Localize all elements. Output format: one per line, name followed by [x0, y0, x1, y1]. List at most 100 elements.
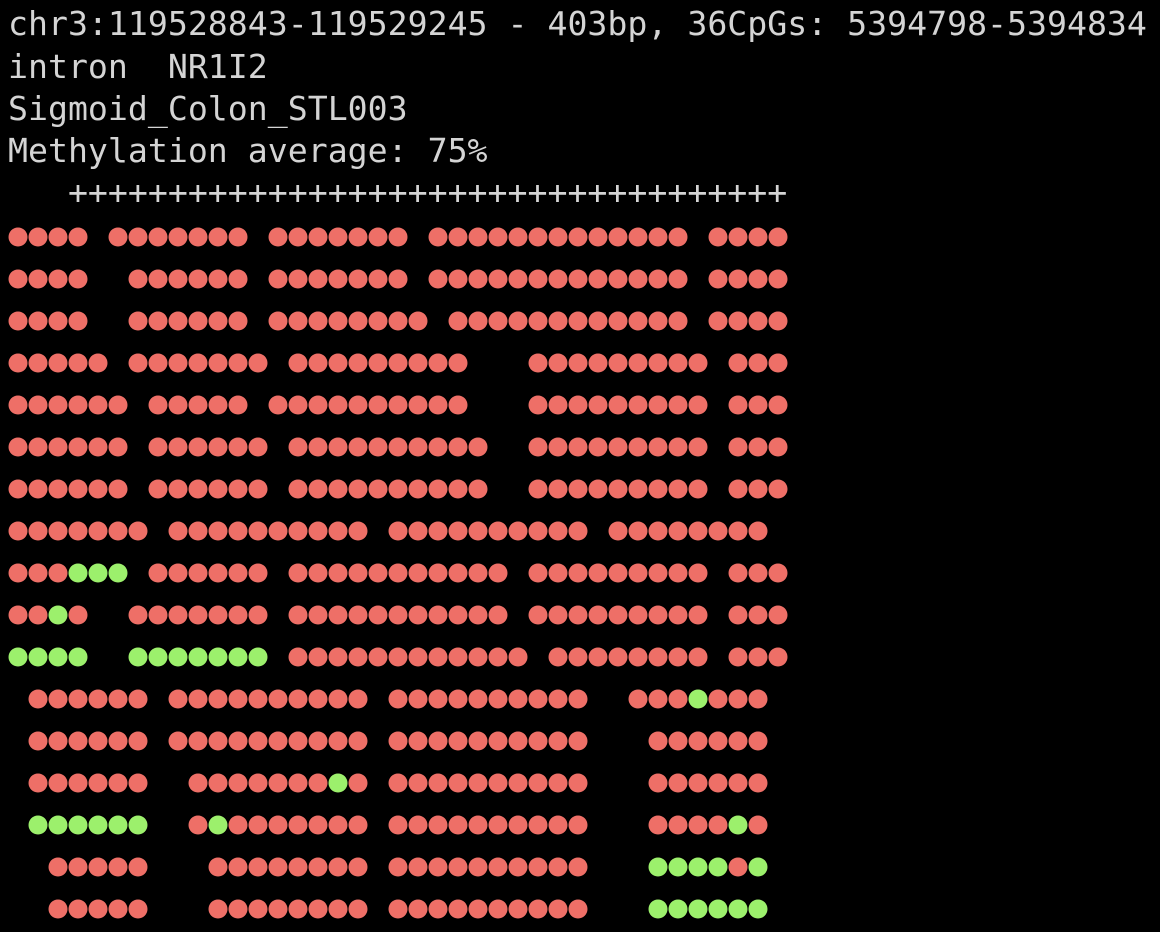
methylated-cpg [68, 227, 88, 247]
methylated-cpg [168, 353, 188, 373]
methylated-cpg [308, 605, 328, 625]
methylated-cpg [268, 227, 288, 247]
methylated-cpg [288, 353, 308, 373]
methylated-cpg [48, 563, 68, 583]
methylated-cpg [728, 269, 748, 289]
methylated-cpg [568, 353, 588, 373]
unmethylated-cpg [188, 647, 208, 667]
methylated-cpg [288, 269, 308, 289]
unmethylated-cpg [688, 899, 708, 919]
unmethylated-cpg [8, 647, 28, 667]
methylated-cpg [168, 437, 188, 457]
methylated-cpg [228, 731, 248, 751]
methylated-cpg [728, 521, 748, 541]
methylated-cpg [468, 647, 488, 667]
methylated-cpg [48, 353, 68, 373]
methylated-cpg [388, 227, 408, 247]
methylated-cpg [88, 395, 108, 415]
methylated-cpg [408, 899, 428, 919]
methylated-cpg [328, 647, 348, 667]
methylated-cpg [668, 353, 688, 373]
methylated-cpg [528, 815, 548, 835]
methylated-cpg [508, 269, 528, 289]
methylated-cpg [208, 353, 228, 373]
methylated-cpg [488, 647, 508, 667]
methylated-cpg [328, 395, 348, 415]
methylated-cpg [708, 773, 728, 793]
methylated-cpg [748, 605, 768, 625]
methylated-cpg [368, 395, 388, 415]
methylated-cpg [548, 899, 568, 919]
methylated-cpg [388, 521, 408, 541]
methylated-cpg [468, 899, 488, 919]
methylated-cpg [448, 227, 468, 247]
methylated-cpg [168, 395, 188, 415]
methylated-cpg [308, 857, 328, 877]
unmethylated-cpg [748, 899, 768, 919]
methylated-cpg [588, 437, 608, 457]
methylated-cpg [468, 773, 488, 793]
methylated-cpg [88, 353, 108, 373]
unmethylated-cpg [688, 857, 708, 877]
methylated-cpg [28, 521, 48, 541]
methylated-cpg [328, 689, 348, 709]
methylated-cpg [208, 437, 228, 457]
methylated-cpg [708, 227, 728, 247]
methylated-cpg [488, 227, 508, 247]
methylated-cpg [348, 773, 368, 793]
methylated-cpg [648, 227, 668, 247]
methylated-cpg [168, 479, 188, 499]
methylated-cpg [328, 521, 348, 541]
methylated-cpg [628, 395, 648, 415]
methylated-cpg [508, 647, 528, 667]
methylated-cpg [388, 563, 408, 583]
unmethylated-cpg [728, 815, 748, 835]
methylated-cpg [568, 857, 588, 877]
methylated-cpg [8, 563, 28, 583]
methylated-cpg [568, 815, 588, 835]
methylated-cpg [528, 899, 548, 919]
methylated-cpg [48, 899, 68, 919]
methylated-cpg [448, 563, 468, 583]
methylated-cpg [688, 395, 708, 415]
methylated-cpg [188, 521, 208, 541]
methylated-cpg [348, 605, 368, 625]
methylated-cpg [108, 521, 128, 541]
methylated-cpg [568, 269, 588, 289]
methylated-cpg [748, 227, 768, 247]
methylated-cpg [168, 521, 188, 541]
methylated-cpg [588, 269, 608, 289]
methylated-cpg [248, 521, 268, 541]
methylated-cpg [528, 857, 548, 877]
methylated-cpg [468, 311, 488, 331]
methylated-cpg [128, 605, 148, 625]
unmethylated-cpg [728, 899, 748, 919]
methylated-cpg [288, 731, 308, 751]
methylated-cpg [688, 479, 708, 499]
methylated-cpg [748, 731, 768, 751]
methylated-cpg [728, 689, 748, 709]
methylated-cpg [568, 521, 588, 541]
methylated-cpg [488, 605, 508, 625]
methylated-cpg [228, 689, 248, 709]
sample-line: Sigmoid_Colon_STL003 [8, 89, 408, 128]
methylated-cpg [8, 605, 28, 625]
methylated-cpg [548, 521, 568, 541]
methylated-cpg [108, 479, 128, 499]
unmethylated-cpg [68, 647, 88, 667]
methylated-cpg [228, 521, 248, 541]
methylated-cpg [568, 773, 588, 793]
methylated-cpg [8, 437, 28, 457]
unmethylated-cpg [28, 815, 48, 835]
methylated-cpg [68, 773, 88, 793]
methylated-cpg [748, 773, 768, 793]
methylated-cpg [728, 563, 748, 583]
methylated-cpg [308, 899, 328, 919]
methylated-cpg [268, 773, 288, 793]
methylated-cpg [328, 227, 348, 247]
unmethylated-cpg [128, 815, 148, 835]
methylated-cpg [208, 899, 228, 919]
methylated-cpg [188, 227, 208, 247]
methylated-cpg [428, 563, 448, 583]
methylated-cpg [108, 227, 128, 247]
